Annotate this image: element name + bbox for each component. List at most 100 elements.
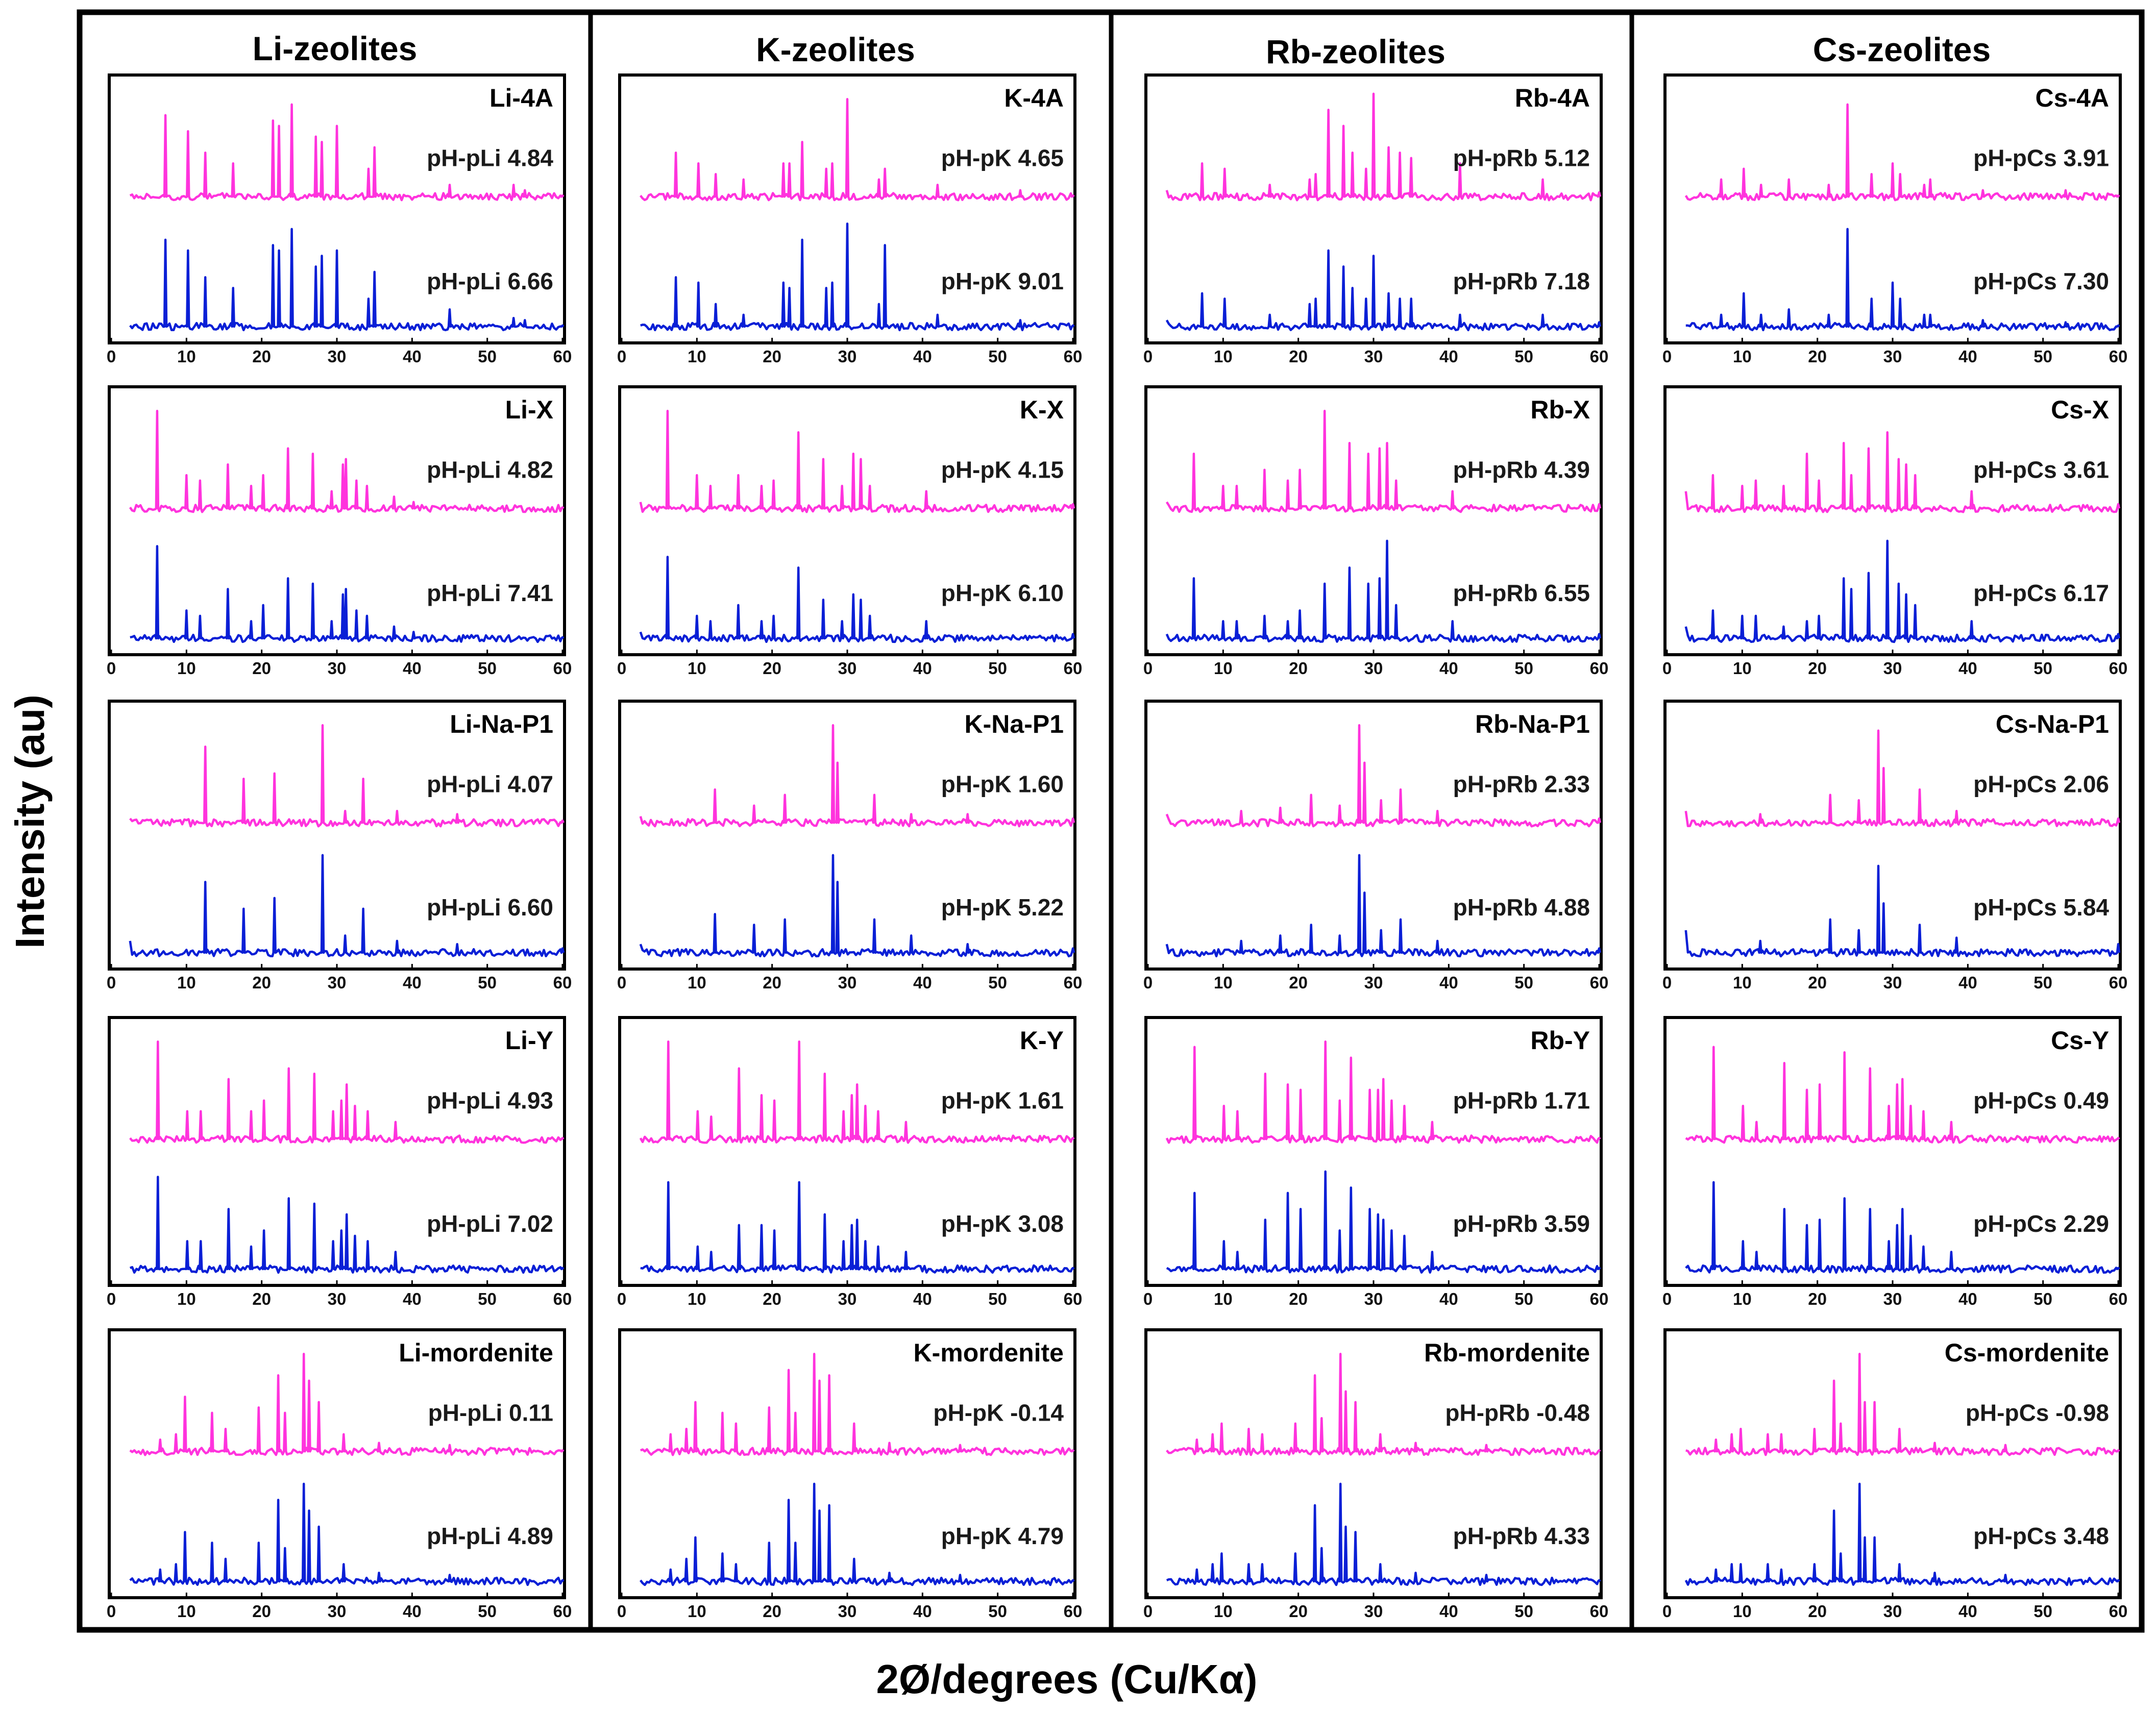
upper-trace [129,1353,565,1456]
panel-k-na-p1: 0 10 20 30 40 50 60 K-Na-P1 pH-pK 1.60 pH-pK 5.22 [617,700,1083,992]
upper-trace [129,724,565,828]
x-tick-label: 50 [988,659,1007,678]
x-tick-label: 60 [553,347,572,366]
lower-ph-label: pH-pLi 4.89 [427,1523,553,1549]
lower-ph-label: pH-pCs 6.17 [1973,580,2109,606]
lower-trace [1685,1181,2120,1274]
panel-frame [1144,385,1603,656]
upper-trace [639,1040,1075,1144]
lower-trace [639,854,1075,958]
x-tick-label: 40 [1958,347,1977,366]
panel-k-mordenite: 0 10 20 30 40 50 60 K-mordenite pH-pK -0.14 pH-pK… [617,1328,1083,1621]
sample-name: K-4A [1004,84,1064,112]
lower-trace [639,556,1075,643]
x-tick-label: 0 [1662,347,1672,366]
x-tick-label: 30 [1364,1289,1383,1308]
x-tick-label: 40 [1958,659,1977,678]
x-tick-label: 30 [838,1289,857,1308]
panel-rb-na-p1: 0 10 20 30 40 50 60 Rb-Na-P1 pH-pRb 2.33 pH-pRb 4… [1143,700,1608,992]
upper-ph-label: pH-pCs 3.91 [1973,145,2109,171]
upper-trace [640,1353,1075,1456]
x-tick-label: 40 [1439,1289,1458,1308]
x-tick-label: 0 [617,1289,626,1308]
lower-ph-label: pH-pCs 7.30 [1973,268,2109,294]
lower-trace [1165,539,1602,643]
column-title-cs: Cs-zeolites [1813,31,1991,68]
x-tick-label: 30 [1364,1602,1383,1621]
x-tick-label: 50 [478,659,497,678]
panel-li-y: 0 10 20 30 40 50 60 Li-Y pH-pLi 4.93 pH-pLi 7.02 [107,1016,572,1308]
x-tick-label: 40 [1439,659,1458,678]
x-tick-label: 10 [1733,347,1752,366]
x-tick-label: 60 [2109,1289,2128,1308]
upper-ph-label: pH-pK 4.65 [941,145,1064,171]
x-tick-label: 50 [2033,1289,2052,1308]
panel-cs-mordenite: 0 10 20 30 40 50 60 Cs-mordenite pH-pCs -0.98 pH-… [1662,1328,2128,1621]
panel-cs-4a: 0 10 20 30 40 50 60 Cs-4A pH-pCs 3.91 pH-pCs 7.30 [1662,73,2128,366]
x-tick-label: 0 [1662,1289,1672,1308]
panel-rb-mordenite: 0 10 20 30 40 50 60 Rb-mordenite pH-pRb -0.48 pH-… [1143,1328,1608,1621]
x-tick-label: 60 [553,659,572,678]
lower-ph-label: pH-pK 3.08 [941,1210,1064,1237]
x-tick-label: 40 [1958,973,1977,992]
upper-trace [1166,1353,1601,1456]
x-tick-label: 50 [478,973,497,992]
x-tick-label: 40 [403,659,422,678]
lower-trace [129,228,565,332]
x-tick-label: 60 [2109,973,2128,992]
sample-name: K-Y [1020,1026,1064,1055]
x-tick-label: 30 [1883,659,1902,678]
x-tick-label: 10 [688,973,706,992]
lower-trace [1684,864,2121,958]
x-tick-label: 10 [177,973,196,992]
upper-ph-label: pH-pCs -0.98 [1966,1400,2109,1426]
x-tick-label: 60 [553,1602,572,1621]
x-tick-label: 10 [1733,973,1752,992]
panel-frame [108,1328,566,1599]
panel-frame [618,1016,1076,1287]
lower-trace [1684,1482,2120,1586]
lower-ph-label: pH-pLi 6.66 [427,268,553,294]
sample-name: Li-4A [489,84,553,112]
upper-trace [1165,1040,1601,1144]
lower-ph-label: pH-pLi 7.41 [427,580,553,606]
sample-name: Cs-Na-P1 [1996,710,2109,738]
lower-trace [640,1482,1075,1586]
x-tick-label: 50 [2033,1602,2052,1621]
x-tick-label: 20 [763,973,781,992]
x-tick-label: 50 [478,1602,497,1621]
panel-frame [1144,1016,1603,1287]
panel-li-mordenite: 0 10 20 30 40 50 60 Li-mordenite pH-pLi 0.11 pH-p… [107,1328,572,1621]
lower-ph-label: pH-pRb 4.88 [1453,894,1590,921]
panel-rb-y: 0 10 20 30 40 50 60 Rb-Y pH-pRb 1.71 pH-pRb 3.59 [1143,1016,1608,1308]
panel-frame [1663,385,2122,656]
lower-ph-label: pH-pRb 7.18 [1453,268,1590,294]
upper-trace [1684,431,2121,513]
lower-ph-label: pH-pLi 6.60 [427,894,553,921]
upper-trace [640,98,1075,202]
upper-ph-label: pH-pRb 5.12 [1453,145,1590,171]
lower-trace [640,1181,1075,1274]
x-tick-label: 30 [838,973,857,992]
x-tick-label: 60 [2109,1602,2128,1621]
panel-cs-x: 0 10 20 30 40 50 60 Cs-X pH-pCs 3.61 pH-pCs 6.17 [1662,385,2127,678]
panel-k-x: 0 10 20 30 40 50 60 K-X pH-pK 4.15 pH-pK 6.10 [617,385,1083,678]
x-tick-label: 60 [1064,659,1083,678]
x-tick-label: 50 [1514,659,1533,678]
x-tick-label: 0 [107,1602,116,1621]
upper-ph-label: pH-pK -0.14 [933,1400,1064,1426]
x-tick-label: 30 [328,973,347,992]
x-tick-label: 0 [617,973,626,992]
x-tick-label: 60 [2109,347,2128,366]
x-tick-label: 30 [1364,659,1383,678]
upper-ph-label: pH-pRb 1.71 [1453,1087,1590,1114]
panel-frame [1663,1016,2122,1287]
x-tick-label: 60 [1064,973,1083,992]
upper-trace [1684,729,2121,828]
upper-ph-label: pH-pLi 4.82 [427,457,553,483]
lower-ph-label: pH-pCs 5.84 [1973,894,2109,921]
lower-trace [1165,854,1602,958]
panel-frame [1663,700,2122,971]
x-tick-label: 60 [1064,1602,1083,1621]
